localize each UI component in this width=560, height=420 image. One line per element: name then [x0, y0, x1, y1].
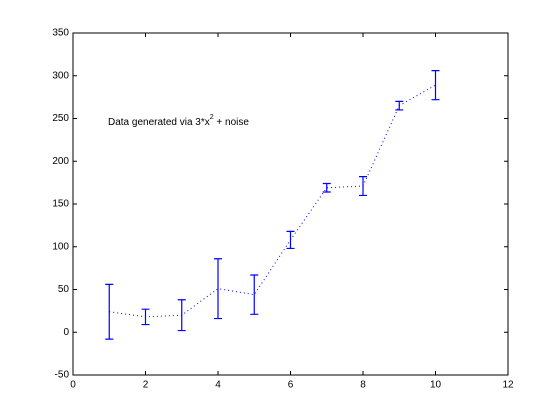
error-bar — [105, 283, 114, 340]
y-tick-label: 0 — [63, 327, 69, 338]
x-tick-label: 6 — [288, 380, 294, 391]
annotation-text: Data generated via 3*x — [108, 117, 210, 128]
x-tick-label: 12 — [502, 380, 514, 391]
error-bar — [286, 230, 295, 250]
y-tick-label: 50 — [58, 284, 70, 295]
axes-box — [72, 32, 509, 376]
y-tick-label: 300 — [52, 70, 69, 81]
error-bar — [177, 299, 186, 332]
annotation: Data generated via 3*x2 + noise — [108, 114, 249, 128]
annotation-suffix: + noise — [214, 117, 250, 128]
data-line — [109, 84, 436, 318]
error-bar — [395, 100, 404, 111]
y-tick-label: 350 — [52, 28, 69, 39]
error-bar — [359, 176, 367, 197]
y-tick-label: -50 — [55, 370, 70, 381]
error-bar — [322, 182, 331, 193]
error-bar — [214, 258, 222, 320]
error-bar — [431, 70, 440, 101]
y-tick-label: 250 — [52, 113, 69, 124]
y-tick-label: 100 — [52, 241, 69, 252]
annotation-superscript: 2 — [210, 114, 214, 121]
y-tick-label: 200 — [52, 156, 69, 167]
x-tick-label: 2 — [143, 380, 149, 391]
x-tick-label: 10 — [430, 380, 442, 391]
y-tick-label: 150 — [52, 199, 69, 210]
error-bar — [250, 274, 259, 315]
error-bar — [141, 308, 150, 326]
x-tick-label: 0 — [70, 380, 76, 391]
x-tick-label: 8 — [360, 380, 366, 391]
x-tick-label: 4 — [215, 380, 221, 391]
